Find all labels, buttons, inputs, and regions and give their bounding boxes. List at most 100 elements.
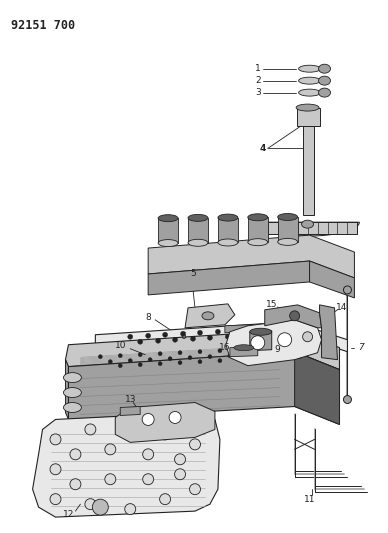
Circle shape — [258, 357, 262, 361]
Ellipse shape — [319, 88, 331, 97]
Circle shape — [105, 474, 116, 484]
Circle shape — [148, 358, 152, 362]
Text: 1: 1 — [255, 64, 261, 73]
Circle shape — [267, 326, 272, 332]
Ellipse shape — [64, 373, 81, 383]
Circle shape — [238, 348, 242, 352]
Ellipse shape — [248, 214, 268, 221]
Circle shape — [295, 330, 300, 335]
Polygon shape — [303, 125, 314, 215]
Polygon shape — [230, 346, 258, 357]
Circle shape — [173, 337, 178, 342]
Text: 2: 2 — [255, 76, 261, 85]
Ellipse shape — [202, 312, 214, 320]
Text: 5: 5 — [190, 270, 196, 278]
Ellipse shape — [188, 239, 208, 246]
Polygon shape — [297, 108, 320, 125]
Circle shape — [189, 484, 201, 495]
Circle shape — [125, 504, 136, 514]
Polygon shape — [66, 360, 68, 419]
Circle shape — [251, 336, 265, 350]
Ellipse shape — [158, 215, 178, 222]
Circle shape — [85, 424, 96, 435]
Text: 6: 6 — [180, 332, 186, 341]
Circle shape — [225, 334, 230, 339]
Text: 3: 3 — [255, 88, 261, 97]
Polygon shape — [248, 217, 268, 242]
Text: 16: 16 — [219, 343, 230, 352]
Circle shape — [268, 352, 272, 356]
Circle shape — [298, 345, 301, 349]
Circle shape — [249, 327, 254, 332]
Circle shape — [142, 414, 154, 425]
Text: 92151 700: 92151 700 — [10, 19, 75, 32]
Ellipse shape — [64, 387, 81, 398]
Circle shape — [180, 332, 185, 336]
Text: 11: 11 — [304, 495, 315, 504]
Polygon shape — [95, 322, 347, 352]
Polygon shape — [250, 331, 272, 351]
Circle shape — [198, 350, 202, 354]
Circle shape — [168, 357, 172, 361]
Polygon shape — [265, 305, 322, 328]
Circle shape — [50, 464, 61, 475]
Ellipse shape — [278, 214, 298, 221]
Ellipse shape — [234, 345, 254, 351]
Circle shape — [143, 474, 154, 484]
Polygon shape — [148, 261, 310, 295]
Ellipse shape — [296, 104, 319, 111]
Ellipse shape — [64, 402, 81, 413]
Circle shape — [128, 359, 132, 362]
Circle shape — [118, 354, 122, 358]
Ellipse shape — [218, 214, 238, 221]
Circle shape — [125, 422, 136, 433]
Circle shape — [70, 479, 81, 490]
Circle shape — [118, 364, 122, 368]
Circle shape — [218, 359, 222, 362]
Text: 9: 9 — [275, 345, 281, 354]
Circle shape — [298, 354, 301, 359]
Text: 10: 10 — [114, 341, 126, 350]
Polygon shape — [258, 222, 357, 234]
Circle shape — [315, 335, 320, 340]
Circle shape — [191, 336, 196, 341]
Circle shape — [50, 494, 61, 505]
Text: 15: 15 — [266, 301, 277, 309]
Polygon shape — [320, 305, 338, 360]
Circle shape — [215, 329, 220, 334]
Polygon shape — [226, 320, 322, 366]
Ellipse shape — [319, 76, 331, 85]
Polygon shape — [115, 402, 215, 442]
Circle shape — [163, 332, 168, 337]
Circle shape — [158, 352, 162, 356]
Text: 13: 13 — [125, 395, 136, 404]
Circle shape — [305, 333, 310, 338]
Ellipse shape — [248, 239, 268, 246]
Circle shape — [308, 350, 312, 354]
Ellipse shape — [299, 65, 320, 72]
Circle shape — [159, 494, 171, 505]
Polygon shape — [148, 235, 354, 278]
Polygon shape — [256, 222, 359, 236]
Ellipse shape — [319, 64, 331, 73]
Circle shape — [108, 360, 112, 364]
Circle shape — [343, 286, 352, 294]
Text: 8: 8 — [145, 313, 151, 322]
Circle shape — [175, 454, 185, 465]
Ellipse shape — [188, 214, 208, 221]
Polygon shape — [225, 325, 248, 333]
Ellipse shape — [158, 240, 178, 247]
Circle shape — [218, 349, 222, 353]
Circle shape — [208, 335, 213, 340]
Polygon shape — [188, 218, 208, 243]
Circle shape — [156, 338, 161, 343]
Polygon shape — [218, 217, 238, 243]
Circle shape — [242, 333, 247, 338]
Polygon shape — [185, 304, 235, 328]
Text: 12: 12 — [63, 510, 74, 519]
Text: 14: 14 — [336, 303, 347, 312]
Circle shape — [70, 449, 81, 460]
Ellipse shape — [250, 328, 272, 335]
Circle shape — [258, 346, 262, 351]
Circle shape — [175, 469, 185, 480]
